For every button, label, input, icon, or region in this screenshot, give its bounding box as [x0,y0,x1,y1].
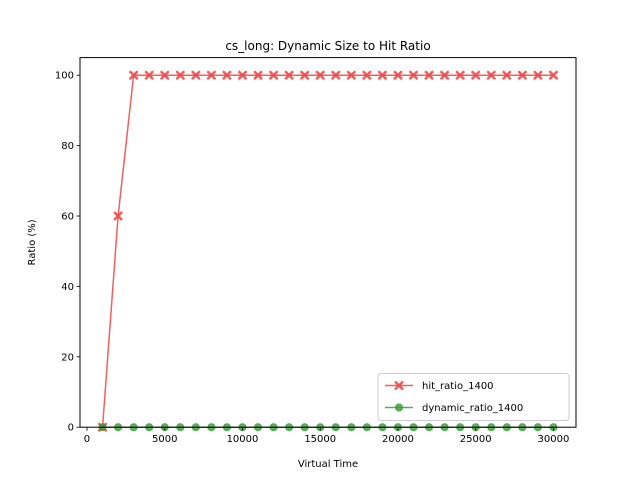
data-point [486,70,496,80]
x-tick-label: 20000 [382,434,414,445]
legend: hit_ratio_1400 dynamic_ratio_1400 [377,373,570,421]
legend-entry: dynamic_ratio_1400 [385,403,523,414]
data-point [471,70,481,80]
y-tick-label: 40 [61,282,74,293]
legend-box [377,373,570,421]
plot-frame [79,57,577,428]
data-point [269,70,279,80]
x-tick-label: 5000 [152,434,177,445]
data-point [517,70,527,80]
x-tick-label: 25000 [460,434,492,445]
data-point [175,70,185,80]
chart-title: cs_long: Dynamic Size to Hit Ratio [225,39,430,53]
data-point [253,70,263,80]
data-point [440,70,450,80]
data-point [144,70,154,80]
data-point [377,70,387,80]
x-tick-label: 0 [84,434,90,445]
legend-label: dynamic_ratio_1400 [422,403,523,414]
y-tick-label: 20 [61,352,74,363]
legend-marker [394,403,403,412]
data-point [424,70,434,80]
data-point [222,70,232,80]
x-axis: 0 5000 10000 15000 20000 25000 30000 [84,427,570,445]
series-line [101,74,554,428]
data-point [315,70,325,80]
data-point [346,70,356,80]
x-tick-label: 10000 [227,434,259,445]
data-point [362,70,372,80]
x-tick-label: 15000 [304,434,336,445]
data-point [502,70,512,80]
data-point [533,70,543,80]
x-tick-label: 30000 [538,434,570,445]
legend-marker [394,380,404,391]
y-tick-label: 100 [55,71,74,82]
data-point [548,70,558,80]
y-axis: 0 20 40 60 80 100 [55,71,80,434]
y-tick-label: 60 [61,212,74,223]
y-tick-label: 0 [68,423,74,434]
y-axis-label: Ratio (%) [27,219,38,265]
data-point [129,70,139,80]
data-point [191,70,201,80]
data-point [393,70,403,80]
data-point [455,70,465,80]
data-point [300,70,310,80]
data-point [284,70,294,80]
data-point [160,70,170,80]
data-point [409,70,419,80]
legend-label: hit_ratio_1400 [422,381,494,392]
data-point [331,70,341,80]
data-point [206,70,216,80]
data-point [113,211,123,221]
legend-entry: hit_ratio_1400 [385,380,494,392]
y-tick-label: 80 [61,141,74,152]
data-point [237,70,247,80]
x-axis-label: Virtual Time [298,459,358,470]
